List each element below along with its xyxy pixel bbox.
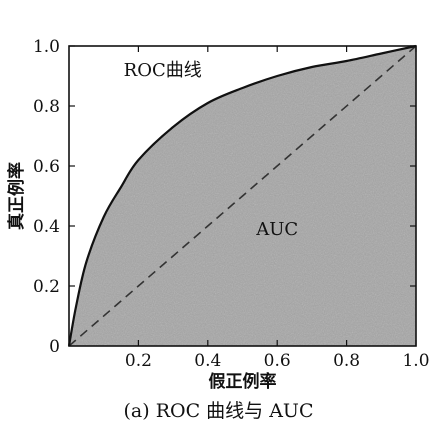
x-axis-label: 假正例率 (209, 371, 277, 392)
y-tick-label: 0.4 (33, 217, 60, 237)
y-tick-label: 1.0 (33, 37, 60, 57)
y-tick-label: 0.8 (33, 97, 60, 117)
y-tick-label: 0.2 (33, 277, 60, 297)
auc-annotation: AUC (255, 219, 298, 240)
y-axis-label: 真正例率 (6, 162, 27, 230)
roc-curve-annotation: ROC曲线 (124, 60, 202, 81)
y-tick-label: 0.6 (33, 157, 60, 177)
x-tick-label: 0.8 (333, 351, 360, 371)
x-tick-label: 0.4 (194, 351, 221, 371)
x-tick-label: 0.2 (125, 351, 152, 371)
x-tick-label: 0.6 (264, 351, 291, 371)
y-tick-label: 0 (49, 337, 60, 357)
roc-curve-line (67, 44, 417, 347)
random-guess-diagonal (68, 45, 417, 347)
plot-frame (68, 45, 417, 347)
figure-caption: (a) ROC 曲线与 AUC (123, 400, 314, 422)
x-tick-label: 1.0 (402, 351, 429, 371)
